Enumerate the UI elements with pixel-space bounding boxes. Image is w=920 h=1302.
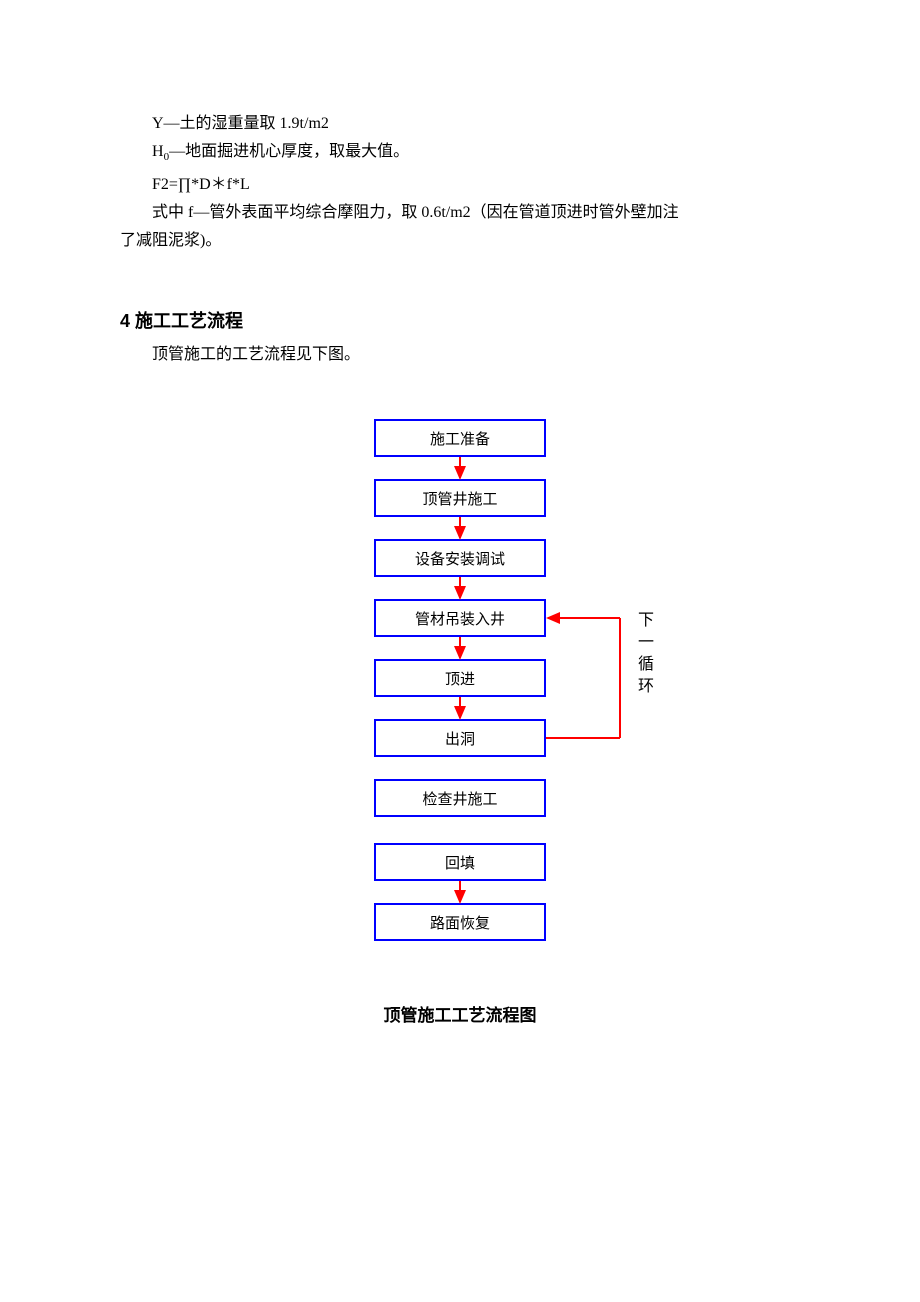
section-title-text: 施工工艺流程 — [135, 311, 243, 331]
section-heading: 4 施工工艺流程 — [120, 307, 800, 333]
formula-h0-line: H0—地面掘进机心厚度，取最大值。 — [120, 138, 800, 171]
flowchart-container: 施工准备顶管井施工设备安装调试管材吊装入井顶进出洞检查井施工回填路面恢复下一循环 — [120, 419, 800, 951]
desc-line-1: 式中 f—管外表面平均综合摩阻力，取 0.6t/m2（因在管道顶进时管外壁加注 — [120, 199, 800, 227]
section-number: 4 — [120, 311, 130, 331]
flowchart-arrows — [120, 419, 800, 951]
h0-post: —地面掘进机心厚度，取最大值。 — [169, 143, 409, 160]
section-intro: 顶管施工的工艺流程见下图。 — [120, 341, 800, 369]
formula-f2-line: F2=∏*D＊f*L — [120, 171, 800, 199]
flowchart-caption: 顶管施工工艺流程图 — [120, 1001, 800, 1026]
loop-label: 下一循环 — [638, 610, 654, 698]
desc-line-2: 了减阻泥浆)。 — [120, 227, 800, 255]
formula-y-line: Y—土的湿重量取 1.9t/m2 — [120, 110, 800, 138]
h0-pre: H — [152, 143, 164, 160]
